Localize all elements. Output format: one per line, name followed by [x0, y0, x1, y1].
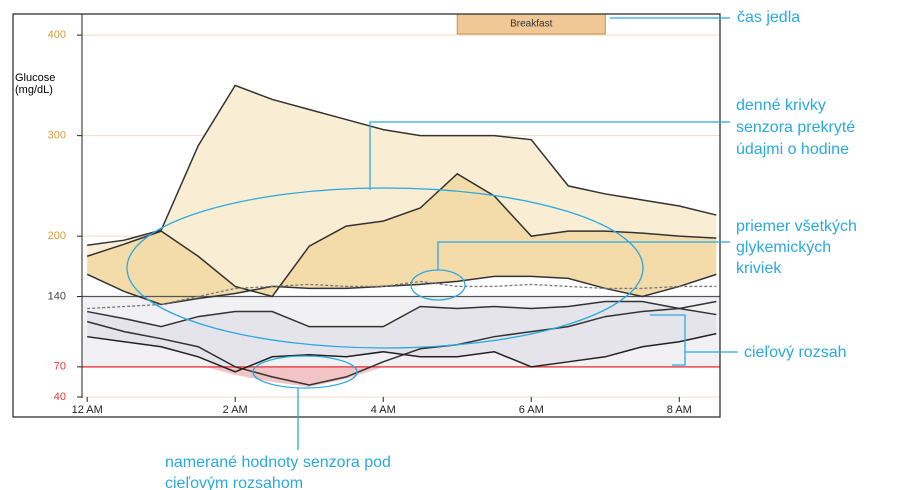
annotation: denné krivky [736, 97, 826, 114]
bracket [650, 314, 686, 366]
band [87, 301, 717, 372]
annotation: kriviek [736, 260, 782, 277]
frame [12, 13, 721, 418]
band [87, 173, 717, 305]
meal-label: Breakfast [510, 19, 552, 30]
annotation: cieľovým rozsahom [165, 475, 303, 490]
y-tick-label: 40 [54, 391, 66, 403]
x-tick-label: 6 AM [519, 404, 544, 416]
annotation: namerané hodnoty senzora pod [165, 454, 391, 471]
series-line [87, 280, 717, 310]
annotation: údajmi o hodine [736, 141, 849, 158]
annotation: senzora prekryté [736, 119, 855, 136]
x-tick-label: 2 AM [223, 404, 248, 416]
leader [369, 121, 730, 190]
highlight [252, 355, 358, 389]
plot-area: Breakfast [77, 13, 720, 402]
x-tick-label: 4 AM [371, 404, 396, 416]
series-line [86, 172, 717, 298]
y-tick-label: 400 [48, 29, 66, 41]
series-line [86, 300, 717, 386]
y-tick-label: 70 [54, 361, 66, 373]
series-line [86, 273, 717, 306]
annotation: cieľový rozsah [744, 344, 846, 361]
series-line [87, 84, 717, 246]
annotation: priemer všetkých [736, 218, 857, 235]
y-label: Glucose [15, 72, 55, 84]
y-label: (mg/dL) [15, 84, 53, 96]
annotation: glykemických [736, 239, 831, 256]
y-tick-label: 200 [48, 230, 66, 242]
series-line [87, 300, 717, 328]
callouts: čas jedla denné krivky senzora prekryté … [126, 9, 857, 490]
x-tick-label: 8 AM [667, 404, 692, 416]
annotation: čas jedla [737, 9, 800, 26]
highlight [126, 187, 644, 349]
y-tick-label: 300 [48, 130, 66, 142]
x-tick-label: 12 AM [72, 404, 103, 416]
series-line [87, 332, 717, 373]
y-tick-label: 140 [48, 290, 66, 302]
band [205, 366, 384, 387]
leader [437, 241, 730, 270]
